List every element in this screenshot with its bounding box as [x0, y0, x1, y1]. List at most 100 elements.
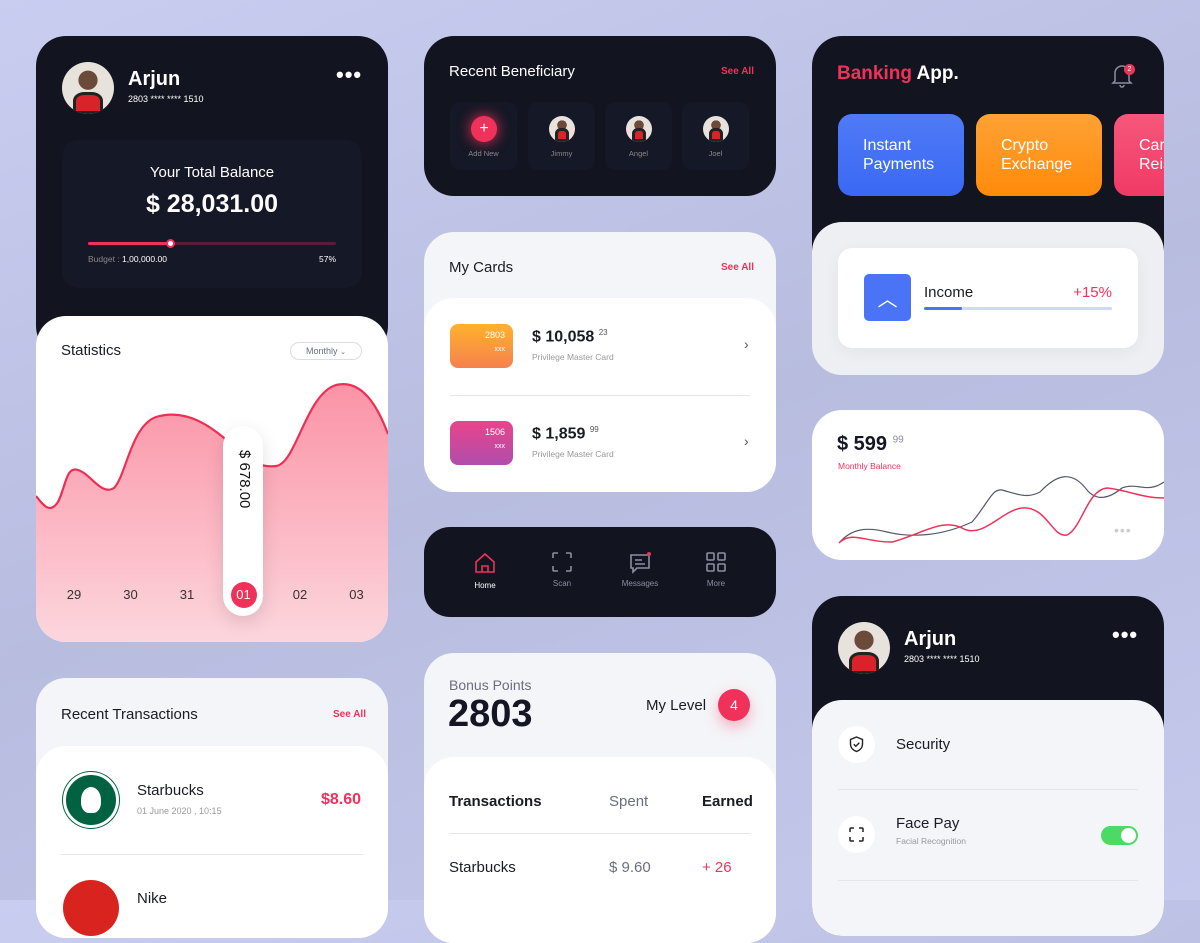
budget-progress-fill — [88, 242, 170, 245]
budget-slider-handle[interactable] — [165, 239, 175, 248]
red-series-line — [838, 487, 1164, 544]
card-cents: 99 — [589, 425, 599, 434]
more-horizontal-icon[interactable]: ••• — [1112, 622, 1139, 647]
notifications-button[interactable]: 2 — [1110, 62, 1135, 93]
income-label: Income — [924, 284, 974, 301]
grid-icon — [706, 552, 726, 572]
setting-security[interactable]: Security — [812, 700, 1164, 788]
chevron-down-icon: ⌄ — [340, 349, 346, 356]
bottom-navigation: Home Scan Messages More — [424, 527, 776, 617]
scan-icon — [552, 552, 572, 572]
transaction-merchant: Starbucks — [137, 782, 204, 799]
transactions-list: Starbucks 01 June 2020 , 10:15 $8.60 Nik… — [36, 746, 388, 938]
row-spent: $ 9.60 — [609, 859, 651, 876]
beneficiary-title: Recent Beneficiary — [449, 63, 575, 80]
day-selected[interactable]: 01 — [230, 582, 257, 608]
cards-title: My Cards — [449, 259, 514, 276]
tile-card-reissue[interactable]: Card Reissue — [1114, 114, 1164, 196]
card-thumb-mask: xxx — [494, 443, 506, 450]
nike-logo-icon — [63, 880, 119, 936]
add-new-button[interactable]: + Add New — [450, 102, 517, 170]
plus-icon: + — [471, 116, 497, 142]
period-dropdown[interactable]: Monthly ⌄ — [290, 342, 362, 360]
bonus-table: Transactions Spent Earned Starbucks $ 9.… — [424, 757, 776, 943]
statistics-area-chart — [36, 383, 388, 642]
day-label[interactable]: 02 — [292, 587, 308, 602]
transaction-date: 01 June 2020 , 10:15 — [137, 806, 222, 816]
column-earned: Earned — [702, 793, 753, 810]
avatar[interactable] — [62, 62, 114, 114]
beneficiary-item[interactable]: Joel — [682, 102, 749, 170]
more-horizontal-icon[interactable]: ••• — [336, 62, 363, 87]
profile-settings-card: Arjun 2803 **** **** 1510 ••• Security F… — [812, 596, 1164, 936]
divider — [838, 880, 1138, 881]
card-type: Privilege Master Card — [532, 449, 614, 459]
settings-list: Security Face Pay Facial Recognition — [812, 700, 1164, 936]
chevron-up-icon[interactable]: ︿ — [864, 274, 911, 321]
card-row[interactable]: 2803 xxx $ 10,058 23 Privilege Master Ca… — [424, 298, 776, 394]
nav-more[interactable]: More — [681, 551, 751, 588]
card-row[interactable]: 1506 xxx $ 1,859 99 Privilege Master Car… — [424, 395, 776, 491]
budget-text: Budget : 1,00,000.00 — [88, 254, 167, 264]
nav-label: Home — [474, 581, 496, 590]
nav-home[interactable]: Home — [450, 551, 520, 590]
brand-app: App. — [916, 63, 959, 84]
statistics-title: Statistics — [61, 342, 122, 359]
budget-progress[interactable] — [88, 239, 336, 248]
statistics-card: Statistics Monthly ⌄ $ 678.00 29 30 31 01 02… — [36, 316, 388, 642]
card-number: 2803 **** **** 1510 — [128, 94, 204, 104]
nav-scan[interactable]: Scan — [527, 551, 597, 588]
brand-banking: Banking — [837, 63, 912, 84]
card-thumb-mask: xxx — [494, 346, 506, 353]
app-brand: Banking App. — [837, 63, 959, 85]
beneficiary-name: Angel — [628, 149, 649, 158]
more-horizontal-icon[interactable]: ••• — [1114, 522, 1132, 538]
card-type: Privilege Master Card — [532, 352, 614, 362]
card-thumb-number: 2803 — [484, 330, 505, 340]
chevron-right-icon[interactable]: › — [744, 433, 749, 449]
card-cents: 23 — [598, 328, 608, 337]
cards-see-all[interactable]: See All — [721, 262, 754, 273]
divider — [61, 854, 363, 855]
add-new-label: Add New — [468, 149, 499, 158]
day-label[interactable]: 30 — [123, 587, 138, 602]
card-thumbnail: 1506 xxx — [450, 421, 513, 465]
day-label[interactable]: 31 — [179, 587, 195, 602]
card-balance: $ 10,058 23 — [532, 328, 608, 346]
income-progress-fill — [924, 307, 962, 310]
avatar[interactable] — [838, 622, 890, 674]
budget-percent: 57% — [318, 254, 336, 264]
tile-instant-payments[interactable]: Instant Payments — [838, 114, 964, 196]
transaction-merchant: Nike — [137, 890, 168, 907]
day-label[interactable]: 03 — [349, 587, 364, 602]
monthly-cents: 99 — [892, 434, 904, 446]
transactions-see-all[interactable]: See All — [333, 709, 366, 720]
nav-messages[interactable]: Messages — [605, 551, 675, 588]
face-pay-toggle[interactable] — [1101, 826, 1138, 845]
nav-label: More — [706, 579, 726, 588]
chevron-right-icon[interactable]: › — [744, 336, 749, 352]
avatar — [626, 116, 652, 142]
transaction-amount: $8.60 — [320, 791, 361, 808]
beneficiary-see-all[interactable]: See All — [721, 66, 754, 77]
income-progress — [924, 307, 1112, 310]
beneficiary-name: Joel — [708, 149, 723, 158]
beneficiary-item[interactable]: Jimmy — [528, 102, 595, 170]
my-cards-card: My Cards See All 2803 xxx $ 10,058 23 Pr… — [424, 232, 776, 492]
level-label: My Level — [646, 697, 707, 714]
budget-value: 1,00,000.00 — [122, 254, 167, 264]
tooltip-value: $ 678.00 — [236, 450, 253, 509]
divider — [838, 789, 1138, 790]
balance-title: Your Total Balance — [149, 164, 275, 181]
avatar — [703, 116, 729, 142]
notification-badge: 2 — [1124, 64, 1135, 75]
monthly-amount: $ 599 — [837, 433, 888, 455]
day-label[interactable]: 29 — [66, 587, 82, 602]
recent-transactions-card: Recent Transactions See All Starbucks 01… — [36, 678, 388, 938]
beneficiary-item[interactable]: Angel — [605, 102, 672, 170]
tile-crypto-exchange[interactable]: Crypto Exchange — [976, 114, 1102, 196]
profile-name: Arjun — [904, 628, 957, 650]
beneficiary-card: Recent Beneficiary See All + Add New Jim… — [424, 36, 776, 196]
setting-face-pay: Face Pay Facial Recognition — [812, 789, 1164, 879]
statistics-line — [36, 383, 388, 510]
